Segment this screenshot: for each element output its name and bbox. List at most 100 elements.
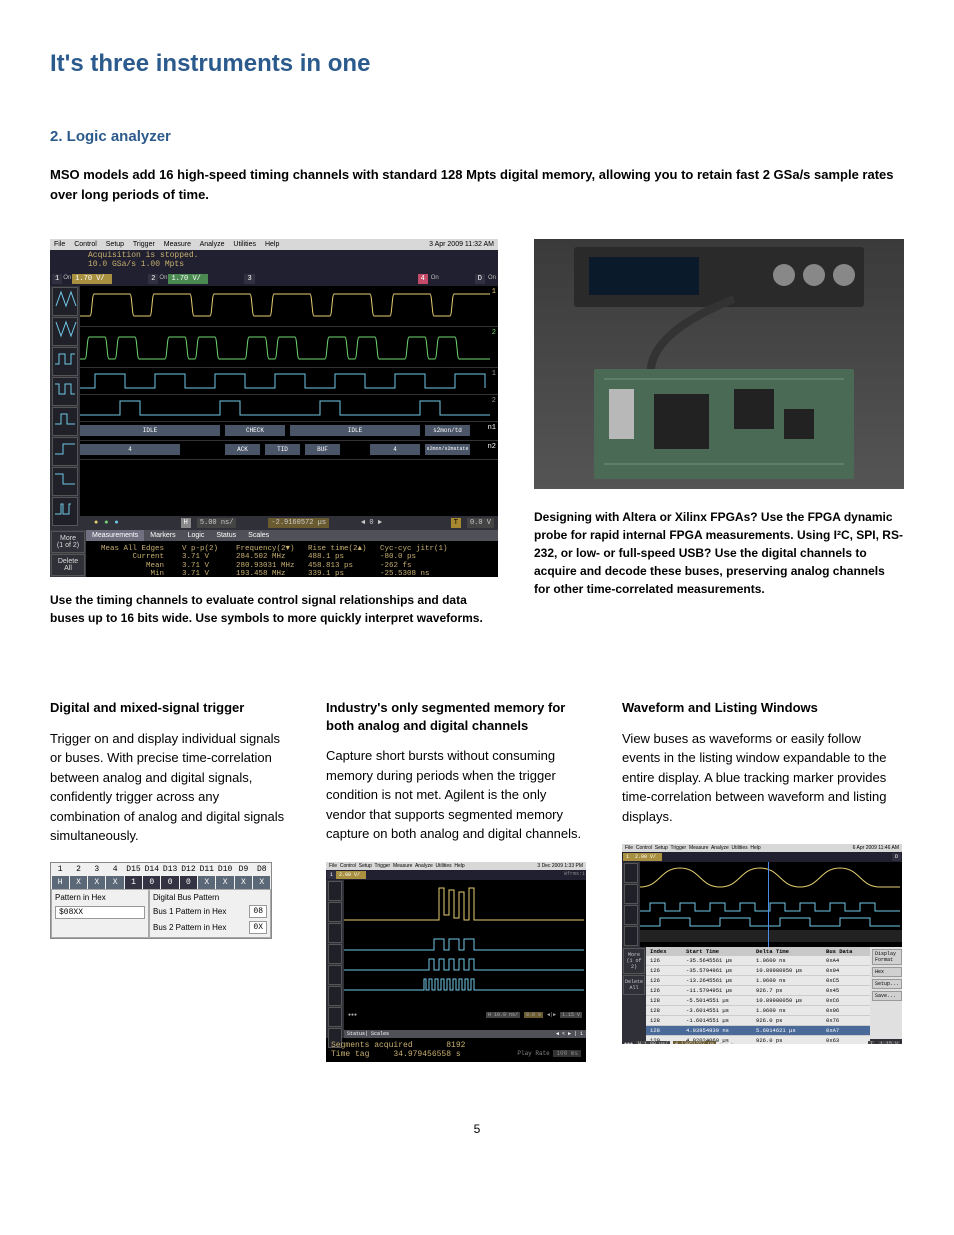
left-toolbar: [622, 862, 640, 947]
tool-icon: [52, 407, 78, 436]
wave-label: n1: [488, 424, 496, 432]
bus-segment: 4: [80, 444, 180, 455]
tool-icon: [624, 926, 638, 946]
scope-body: 1 2 1 2: [50, 286, 498, 516]
tool-icon: [52, 347, 78, 376]
digital-ch: D9: [234, 863, 252, 876]
btn: Save...: [872, 991, 902, 1001]
wave-label: 1: [492, 288, 496, 296]
state: 0: [143, 876, 160, 889]
menu-item: Control: [74, 241, 97, 248]
tool-icon: [52, 497, 78, 526]
channel-number: 2: [148, 274, 158, 284]
scope-menubar: File Control Setup Trigger Measure Analy…: [50, 239, 498, 250]
tool-icon: [52, 437, 78, 466]
feature-column-trigger: Digital and mixed-signal trigger Trigger…: [50, 699, 290, 1062]
menu-item: Measure: [164, 241, 191, 248]
menus: File Control Setup Trigger Measure Analy…: [329, 863, 465, 869]
scope-menubar: File Control Setup Trigger Measure Analy…: [326, 862, 586, 870]
trigger-bottom: Pattern in Hex $08XX Digital Bus Pattern…: [51, 889, 271, 938]
feature-column-segmented: Industry's only segmented memory for bot…: [326, 699, 586, 1062]
digital-ch: D8: [253, 863, 271, 876]
digital-bus-row: 4 ACK TID BUF 4 s2mon/s2mstate n2: [80, 441, 498, 460]
listing-row: 128-3.6014551 µs1.0600 ns0x06: [646, 1006, 870, 1016]
btn: More(1 of 2): [623, 948, 645, 974]
segmented-memory-screenshot: File Control Setup Trigger Measure Analy…: [326, 862, 586, 1062]
tool-icon: [328, 965, 342, 985]
listing-right-panel: Display Format Hex Setup... Save...: [870, 947, 902, 1039]
bus-segment: ACK: [225, 444, 260, 455]
tool-icon: [328, 923, 342, 943]
bus-segment: BUF: [305, 444, 340, 455]
channel-number: D: [475, 274, 485, 284]
value: 0X: [249, 921, 267, 934]
bus-row: Bus 2 Pattern in Hex 0X: [153, 921, 267, 934]
bus-segment: IDLE: [290, 425, 420, 436]
state: X: [106, 876, 123, 889]
channel-number: 1: [52, 274, 62, 284]
btn: Display Format: [872, 949, 902, 965]
label: Pattern in Hex: [55, 893, 145, 902]
bus-segment: IDLE: [80, 425, 220, 436]
state: H: [52, 876, 69, 889]
wave-label: 1: [492, 370, 496, 378]
digital-bus-row: IDLE CHECK IDLE s2mon/td n1: [80, 422, 498, 441]
measurement-table: Meas All Edges V p-p(2) Frequency(2▼) Ri…: [86, 541, 498, 577]
listing-window-screenshot: File Control Setup Trigger Measure Analy…: [622, 844, 902, 1044]
left-button: DeleteAll: [51, 554, 85, 576]
tab: Status: [210, 530, 242, 541]
feature-heading: Waveform and Listing Windows: [622, 699, 902, 717]
scope-bottom-bar: ●●● H 5.00 ns/ -2.9160572 µs ◄ 0 ► T 0.0…: [50, 516, 498, 530]
channel-value: 1.70 V/: [72, 274, 112, 284]
digital-ch: D12: [179, 863, 197, 876]
col: Bus Data: [822, 947, 870, 956]
state: 0: [161, 876, 178, 889]
document-page: It's three instruments in one 2. Logic a…: [0, 0, 954, 1176]
state: X: [88, 876, 105, 889]
bus-row: Bus 1 Pattern in Hex 08: [153, 905, 267, 918]
analog-ch: 1: [51, 863, 69, 876]
pattern-value: $08XX: [55, 906, 145, 919]
listing-header: Index Start Time Delta Time Bus Data: [646, 947, 870, 956]
scope-status: Acquisition is stopped. 10.0 GSa/s 1.00 …: [50, 250, 498, 272]
channel-value: 1.70 V/: [168, 274, 208, 284]
scope-menus: File Control Setup Trigger Measure Analy…: [54, 241, 286, 248]
waveform-area: ●●●H 10.0 ns/0.0 s◄|►1.15 V Status| Scal…: [344, 880, 586, 1038]
right-figure-caption: Designing with Altera or Xilinx FPGAs? U…: [534, 508, 904, 598]
wave-label: n2: [488, 443, 496, 451]
channel-on-label: On: [159, 276, 167, 281]
scope-menubar: File Control Setup Trigger Measure Analy…: [622, 844, 902, 852]
status-line: 10.0 GSa/s 1.00 Mpts: [88, 261, 494, 270]
bus-segment: s2mon/td: [425, 425, 470, 436]
btn: DeleteAll: [623, 975, 645, 995]
voltage: 1.15 V: [878, 1041, 900, 1044]
upper-two-column: File Control Setup Trigger Measure Analy…: [50, 239, 904, 639]
left-column: File Control Setup Trigger Measure Analy…: [50, 239, 502, 639]
intro-paragraph: MSO models add 16 high-speed timing chan…: [50, 165, 904, 204]
channel-on-label: On: [63, 276, 71, 281]
segment-info: Segments acquired 8192 Time tag 34.97945…: [326, 1038, 586, 1062]
feature-heading: Industry's only segmented memory for bot…: [326, 699, 586, 734]
tool-icon: [52, 377, 78, 406]
state: X: [198, 876, 215, 889]
tab: Scales: [242, 530, 275, 541]
feature-columns: Digital and mixed-signal trigger Trigger…: [50, 699, 904, 1062]
tool-icon: [328, 986, 342, 1006]
listing-row: 126-35.5645561 µs1.0600 ns0xA4: [646, 956, 870, 966]
right-column: Oscilloscope probe connected to FPGA dev…: [534, 239, 904, 639]
listing-window: More(1 of 2) DeleteAll Index Start Time …: [622, 947, 902, 1039]
waveform-row: 1: [80, 286, 498, 327]
waveform-area: [640, 862, 902, 947]
feature-body: Trigger on and display individual signal…: [50, 729, 290, 846]
listing-row: 126-11.5794951 µs926.7 ps0x45: [646, 986, 870, 996]
tab: Measurements: [86, 530, 144, 541]
btn: Hex: [872, 967, 902, 977]
waveform-row: 2: [80, 395, 498, 422]
listing-row: 126-13.2645561 µs1.0600 ns0xC5: [646, 976, 870, 986]
channel-bar: 1 2.00 V/ Wfrms:1: [326, 870, 586, 880]
tabs: Status| Scales: [347, 1031, 389, 1037]
bus-segment: 4: [370, 444, 420, 455]
btn: Setup...: [872, 979, 902, 989]
channel-bar: 1 On 1.70 V/ 2 On 1.70 V/ 3 4 On: [50, 272, 498, 286]
feature-body: View buses as waveforms or easily follow…: [622, 729, 902, 827]
